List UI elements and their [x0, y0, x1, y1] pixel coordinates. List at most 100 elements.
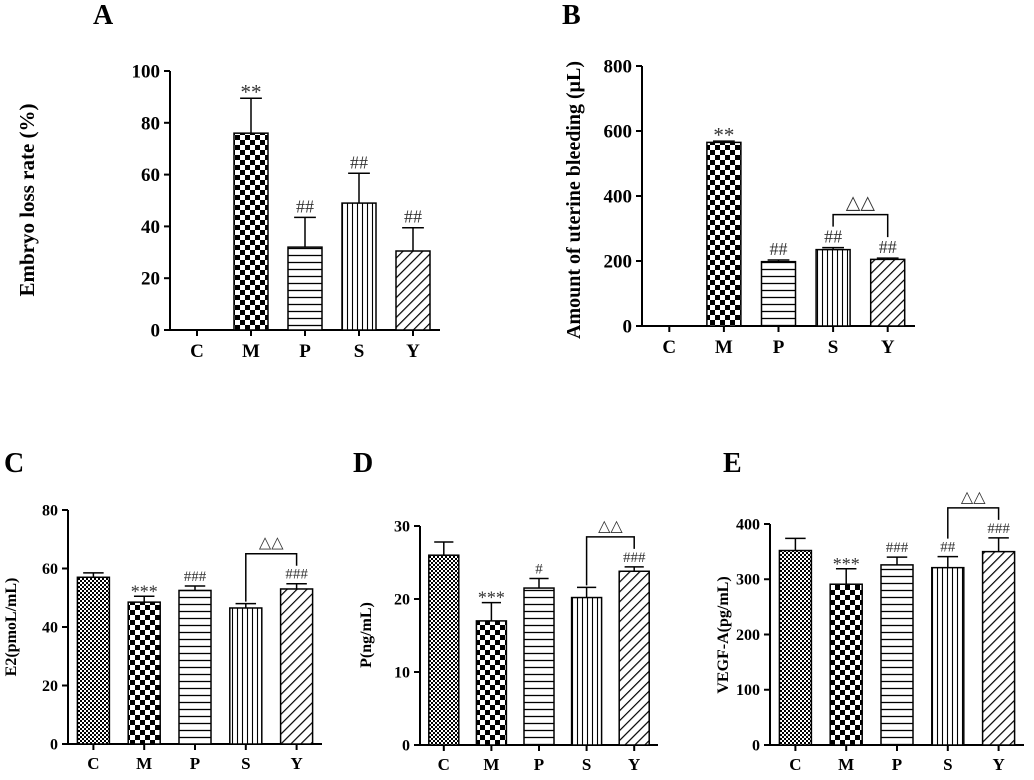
y-tick-label: 80	[141, 113, 160, 134]
x-tick-label: M	[483, 755, 499, 774]
bar-s	[570, 596, 603, 746]
x-tick-label: Y	[992, 755, 1004, 774]
bar-p	[760, 260, 797, 327]
x-tick-label: S	[582, 755, 591, 774]
y-tick-label: 200	[604, 251, 633, 272]
y-tick-label: 100	[736, 682, 760, 699]
comparison-bracket	[832, 213, 889, 238]
bar-p	[880, 564, 914, 746]
panel-letter: E	[723, 448, 742, 479]
y-tick-label: 0	[151, 320, 161, 341]
x-tick-label: M	[242, 341, 260, 362]
significance-label: ###	[886, 540, 909, 556]
x-tick-label: P	[892, 755, 902, 774]
comparison-bracket	[585, 536, 635, 586]
x-tick-label: S	[943, 755, 952, 774]
significance-label: ##	[824, 227, 842, 247]
panel-e: E 0 100 200 300 400 VEGF-A(pg/mL) C M *** P ### S ##…	[690, 440, 1034, 775]
bar-m	[706, 141, 742, 327]
x-tick-label: C	[438, 755, 450, 774]
significance-label: **	[241, 80, 262, 104]
comparison-bracket	[947, 507, 1000, 539]
y-tick-label: 0	[402, 737, 410, 754]
x-tick-label: P	[190, 754, 200, 773]
x-tick-label: Y	[881, 337, 895, 358]
panel-letter: C	[4, 448, 25, 479]
significance-label: ##	[350, 152, 368, 172]
y-tick-label: 40	[141, 217, 160, 238]
y-tick-label: 20	[394, 591, 410, 608]
x-tick-label: C	[190, 341, 204, 362]
y-axis-label: VEGF-A(pg/mL)	[715, 576, 732, 693]
panel-letter: A	[93, 0, 114, 31]
significance-label: ##	[940, 540, 956, 556]
y-tick-label: 60	[42, 561, 58, 578]
y-tick-label: 800	[604, 56, 633, 77]
panel-letter: D	[353, 448, 374, 479]
y-tick-label: 300	[736, 572, 760, 589]
bar-m	[475, 620, 508, 746]
bracket-label: △△	[598, 518, 623, 535]
x-tick-label: S	[828, 337, 839, 358]
y-tick-label: 80	[42, 502, 58, 519]
panel-letter: B	[562, 0, 581, 31]
significance-label: ##	[296, 196, 314, 216]
panel-d: D 0 10 20 30 P(ng/mL) C M *** P # S Y ### △△	[345, 440, 690, 775]
y-axis-label: Amount of uterine bleeding (μL)	[563, 61, 585, 339]
significance-label: ***	[478, 588, 505, 608]
significance-label: ##	[404, 207, 422, 227]
y-tick-label: 40	[42, 619, 58, 636]
y-axis-label: Embryo loss rate (%)	[15, 103, 39, 296]
bracket-label: △△	[846, 193, 876, 214]
bar-c	[76, 576, 111, 745]
bar-p	[178, 589, 212, 745]
bar-m	[233, 132, 269, 331]
bar-y	[395, 250, 431, 331]
x-tick-label: C	[662, 337, 676, 358]
y-tick-label: 400	[736, 516, 760, 533]
panel-a: A 0 20 40 60 80 100 Embryo loss rate (%) C M ** P #…	[0, 0, 520, 380]
bar-y	[981, 550, 1016, 746]
x-tick-label: S	[241, 754, 250, 773]
y-tick-label: 60	[141, 165, 160, 186]
x-tick-label: M	[715, 337, 733, 358]
significance-label: ***	[833, 554, 860, 574]
significance-label: ##	[879, 237, 897, 257]
y-tick-label: 20	[141, 269, 160, 290]
bar-y	[618, 570, 650, 746]
significance-label: ##	[770, 239, 788, 259]
panel-c: C 0 20 40 60 80 E2(pmoL/mL) C M *** P ### S Y ### △△	[0, 440, 345, 775]
significance-label: **	[713, 123, 734, 147]
chart-a: 0 20 40 60 80 100 Embryo loss rate (%) C M ** P ## S…	[15, 61, 440, 362]
x-tick-label: Y	[290, 754, 302, 773]
bar-p	[287, 246, 323, 331]
x-tick-label: P	[299, 341, 311, 362]
significance-label: #	[535, 562, 543, 578]
x-tick-label: M	[136, 754, 152, 773]
significance-label: ###	[285, 567, 308, 583]
panel-b: B 0 200 400 600 800 Amount of uterine bleedin…	[520, 0, 1034, 380]
bar-c	[428, 554, 460, 746]
chart-e: 0 100 200 300 400 VEGF-A(pg/mL) C M *** P ### S ## Y #…	[715, 489, 1024, 774]
bar-m	[829, 583, 863, 746]
x-tick-label: P	[534, 755, 544, 774]
x-tick-label: Y	[406, 341, 420, 362]
bracket-label: △△	[961, 489, 986, 506]
bar-y	[869, 258, 906, 327]
bar-y	[279, 588, 314, 745]
significance-label: ###	[623, 550, 646, 566]
y-tick-label: 10	[394, 664, 410, 681]
x-tick-label: P	[773, 337, 785, 358]
significance-label: ###	[987, 521, 1010, 537]
y-tick-label: 600	[604, 121, 633, 142]
x-tick-label: M	[838, 755, 854, 774]
y-tick-label: 400	[604, 186, 633, 207]
bar-c	[778, 549, 813, 746]
x-tick-label: C	[789, 755, 801, 774]
bar-s	[931, 566, 965, 746]
y-tick-label: 20	[42, 678, 58, 695]
bar-p	[523, 587, 555, 746]
y-tick-label: 200	[736, 627, 760, 644]
y-tick-label: 30	[394, 518, 410, 535]
x-tick-label: C	[87, 754, 99, 773]
